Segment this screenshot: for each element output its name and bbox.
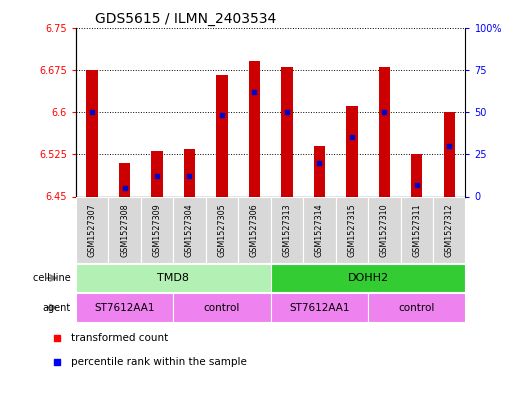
Text: GSM1527314: GSM1527314 <box>315 203 324 257</box>
Bar <box>281 67 292 196</box>
Text: ST7612AA1: ST7612AA1 <box>289 303 349 312</box>
Text: GSM1527313: GSM1527313 <box>282 203 291 257</box>
FancyBboxPatch shape <box>141 196 173 263</box>
Bar <box>86 70 98 196</box>
Text: GSM1527310: GSM1527310 <box>380 203 389 257</box>
Text: percentile rank within the sample: percentile rank within the sample <box>71 356 247 367</box>
Text: GDS5615 / ILMN_2403534: GDS5615 / ILMN_2403534 <box>95 13 277 26</box>
FancyBboxPatch shape <box>173 196 206 263</box>
Text: GSM1527306: GSM1527306 <box>250 203 259 257</box>
Bar <box>314 146 325 196</box>
Bar <box>184 149 195 196</box>
FancyBboxPatch shape <box>433 196 465 263</box>
FancyBboxPatch shape <box>76 293 173 321</box>
FancyBboxPatch shape <box>76 264 271 292</box>
Text: ST7612AA1: ST7612AA1 <box>94 303 155 312</box>
FancyBboxPatch shape <box>401 196 433 263</box>
Text: DOHH2: DOHH2 <box>347 273 389 283</box>
Bar <box>249 61 260 196</box>
Bar <box>379 67 390 196</box>
Bar <box>346 107 358 196</box>
FancyBboxPatch shape <box>76 196 108 263</box>
Bar <box>411 154 423 196</box>
Text: control: control <box>204 303 240 312</box>
Bar <box>119 163 130 196</box>
FancyBboxPatch shape <box>271 196 303 263</box>
Text: GSM1527315: GSM1527315 <box>347 203 356 257</box>
FancyBboxPatch shape <box>108 196 141 263</box>
Text: GSM1527311: GSM1527311 <box>412 203 421 257</box>
FancyBboxPatch shape <box>173 293 271 321</box>
FancyBboxPatch shape <box>271 293 368 321</box>
FancyBboxPatch shape <box>271 264 465 292</box>
Text: GSM1527305: GSM1527305 <box>218 203 226 257</box>
Text: GSM1527309: GSM1527309 <box>153 203 162 257</box>
Text: control: control <box>399 303 435 312</box>
Text: GSM1527312: GSM1527312 <box>445 203 454 257</box>
Text: GSM1527307: GSM1527307 <box>87 203 97 257</box>
FancyBboxPatch shape <box>368 293 465 321</box>
FancyBboxPatch shape <box>303 196 336 263</box>
Bar <box>151 151 163 196</box>
Bar <box>217 75 228 196</box>
FancyBboxPatch shape <box>206 196 238 263</box>
Bar <box>444 112 455 196</box>
Text: GSM1527308: GSM1527308 <box>120 203 129 257</box>
Text: TMD8: TMD8 <box>157 273 189 283</box>
Text: transformed count: transformed count <box>71 333 168 343</box>
Text: cell line: cell line <box>33 273 71 283</box>
Text: agent: agent <box>42 303 71 312</box>
FancyBboxPatch shape <box>368 196 401 263</box>
FancyBboxPatch shape <box>336 196 368 263</box>
FancyBboxPatch shape <box>238 196 271 263</box>
Text: GSM1527304: GSM1527304 <box>185 203 194 257</box>
